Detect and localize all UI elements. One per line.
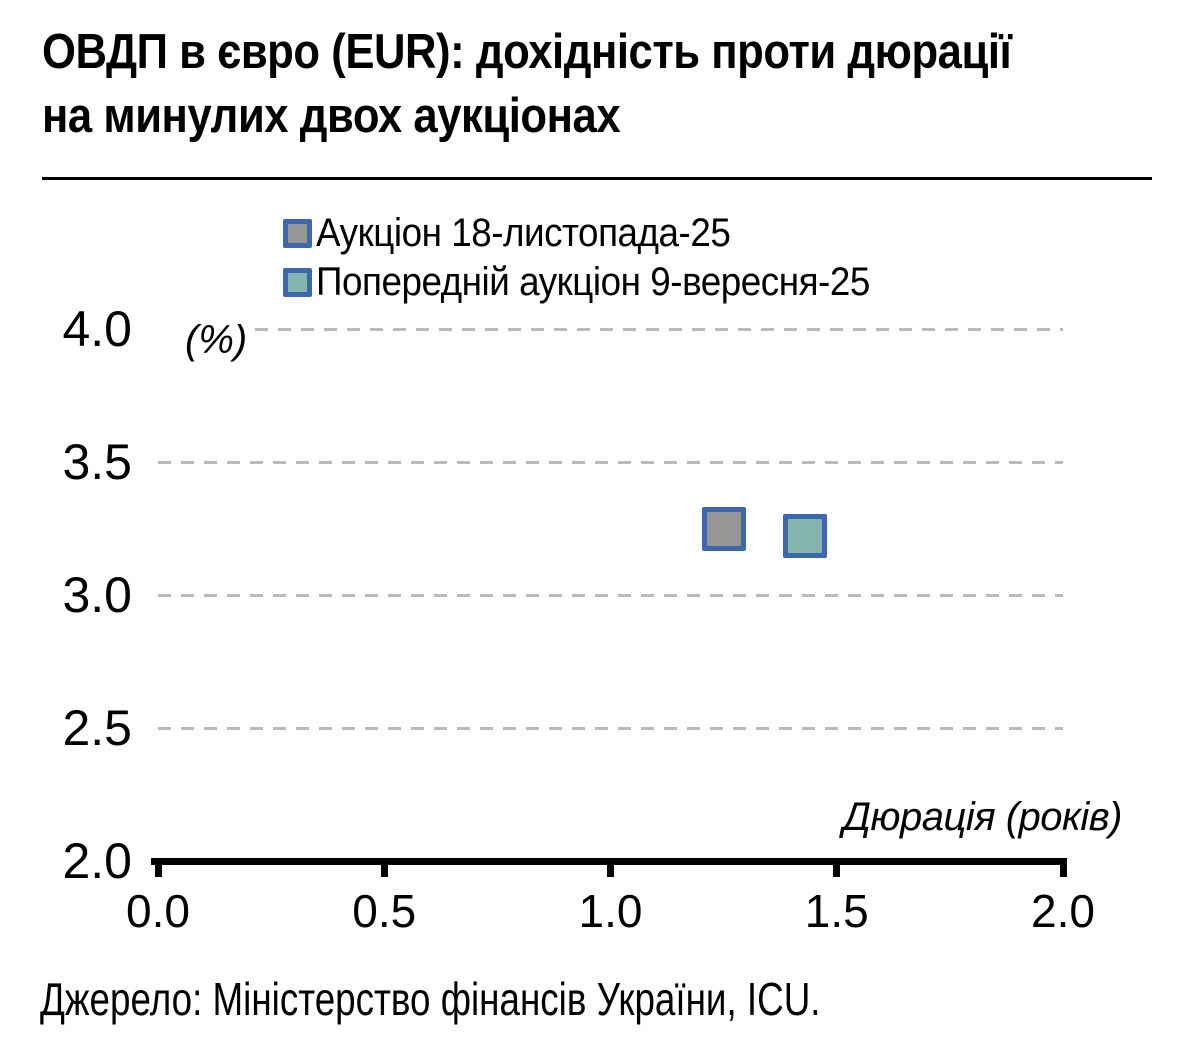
- legend-item: Аукціон 18-листопада-25: [283, 209, 918, 258]
- y-tick-label-2.0: 2.0: [62, 833, 132, 889]
- data-point-marker-series-0: [701, 506, 746, 551]
- x-tick-label-0.5: 0.5: [352, 885, 417, 937]
- legend-item: Попередній аукціон 9-вересня-25: [283, 258, 918, 307]
- legend-label: Попередній аукціон 9-вересня-25: [316, 260, 870, 304]
- x-axis-tick-1.5: [833, 865, 841, 877]
- gridline-y-4.0: [255, 327, 1063, 331]
- x-tick-label-1.5: 1.5: [804, 885, 869, 937]
- plot-area: [158, 327, 1063, 861]
- source-note: Джерело: Міністерство фінансів України, …: [40, 973, 821, 1025]
- legend-swatch-square-icon: [283, 219, 312, 248]
- y-tick-label-3.5: 3.5: [62, 434, 132, 490]
- x-axis-tick-1.0: [607, 865, 614, 877]
- x-tick-label-2.0: 2.0: [1031, 885, 1095, 937]
- legend-label: Аукціон 18-листопада-25: [316, 211, 731, 255]
- y-tick-label-3.0: 3.0: [62, 567, 132, 623]
- gridline-y-2.5: [158, 726, 1063, 730]
- legend-swatch-square-icon: [283, 268, 312, 297]
- gridline-y-3.5: [158, 460, 1063, 464]
- y-tick-label-4.0: 4.0: [62, 301, 132, 357]
- x-axis-tick-0.5: [380, 865, 388, 877]
- gridline-y-3.0: [158, 593, 1063, 597]
- page-title-line-1: ОВДП в євро (EUR): дохідність проти дюра…: [42, 25, 1012, 79]
- legend: Аукціон 18-листопада-25 Попередній аукці…: [283, 209, 918, 307]
- x-axis-line: [151, 858, 1067, 865]
- y-axis-unit-label: (%): [185, 318, 248, 362]
- page-title: ОВДП в євро (EUR): дохідність проти дюра…: [42, 20, 1012, 148]
- x-axis-title: Дюрація (років): [842, 795, 1123, 839]
- x-tick-label-0.0: 0.0: [126, 885, 190, 937]
- x-axis-tick-0.0: [154, 865, 162, 877]
- title-divider: [42, 177, 1152, 180]
- y-tick-label-2.5: 2.5: [62, 700, 132, 756]
- x-tick-label-1.0: 1.0: [578, 885, 643, 937]
- page-title-line-2: на минулих двох аукціонах: [42, 89, 621, 143]
- data-point-marker-series-1: [783, 514, 828, 559]
- x-axis-tick-2.0: [1059, 865, 1067, 877]
